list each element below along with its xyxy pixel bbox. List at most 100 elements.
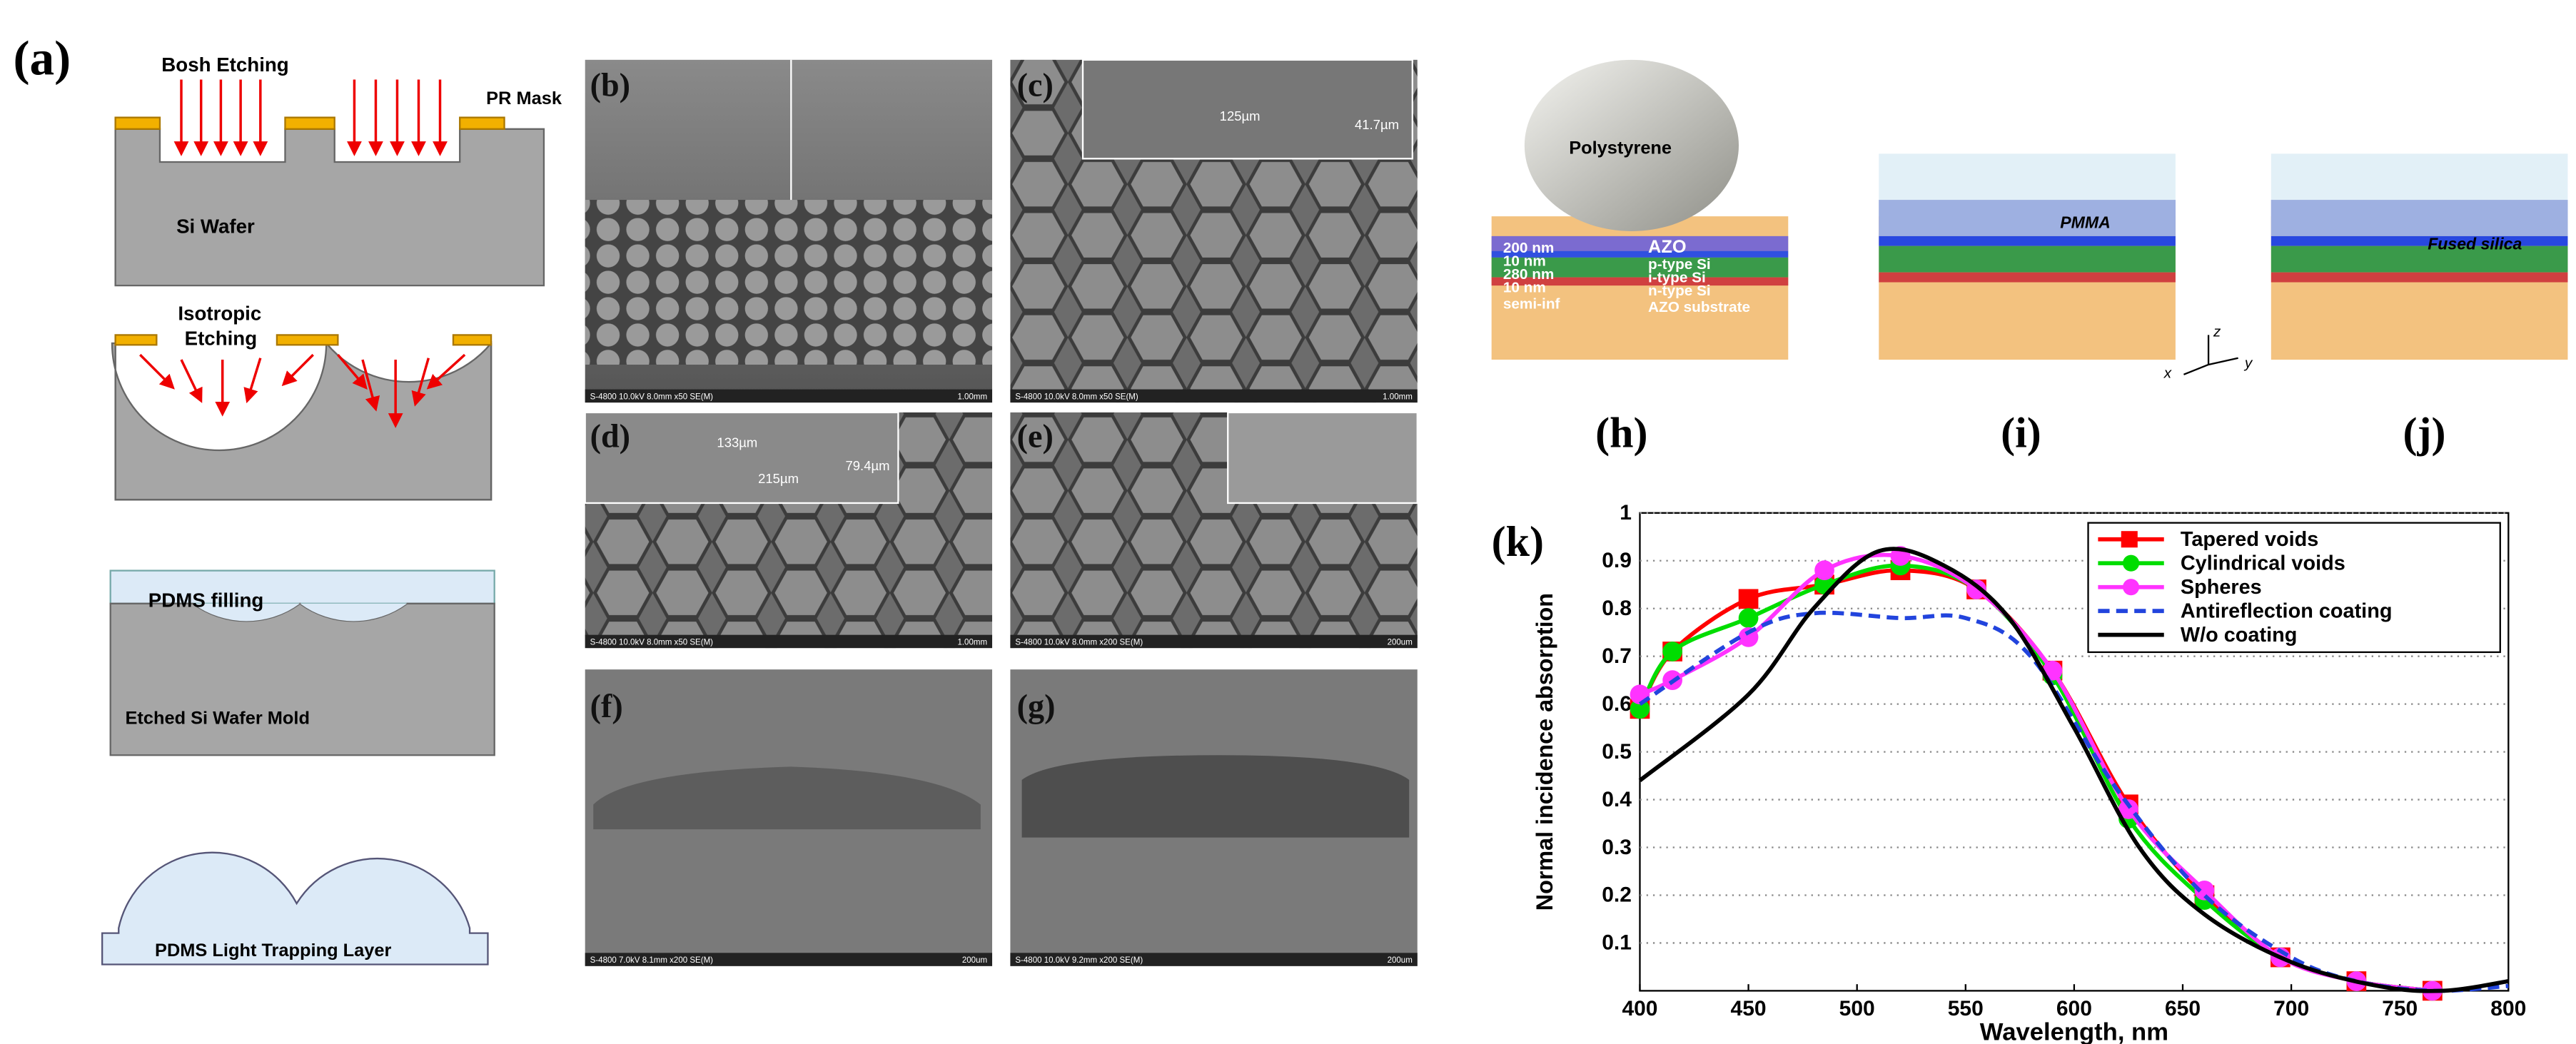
legend-label: Tapered voids bbox=[2181, 528, 2319, 551]
label: n-type Si bbox=[1648, 283, 1711, 299]
series-line bbox=[1638, 547, 2509, 993]
legend-marker bbox=[2123, 554, 2140, 572]
layer bbox=[1491, 257, 1789, 278]
label: (d) bbox=[590, 417, 630, 454]
layer bbox=[1491, 250, 1789, 258]
label: (g) bbox=[1017, 688, 1056, 724]
chart: 0.1 0.2 0.3 0.4 0.5 0.6 0.7 0.8 0.9 1 400 450 500 550… bbox=[1532, 501, 2526, 1044]
caption-bar bbox=[585, 634, 993, 649]
y-tick-label: 0.4 bbox=[1602, 788, 1632, 811]
label: PMMA bbox=[2060, 213, 2111, 231]
legend-label: Antireflection coating bbox=[2181, 599, 2393, 622]
layer bbox=[1879, 235, 2176, 246]
label: (b) bbox=[590, 67, 630, 103]
x-tick-label: 750 bbox=[2382, 997, 2418, 1020]
marker bbox=[1738, 589, 1759, 609]
x-tick-label: 600 bbox=[2056, 997, 2092, 1020]
arrows bbox=[139, 79, 466, 428]
caption-bar bbox=[585, 953, 993, 966]
layer bbox=[2271, 235, 2568, 246]
label: (f) bbox=[590, 688, 623, 724]
wafer bbox=[114, 128, 545, 287]
y-tick-label: 0.6 bbox=[1602, 692, 1632, 716]
sem-panels bbox=[584, 59, 1418, 966]
caption-bar bbox=[1010, 953, 1418, 966]
layer bbox=[2271, 272, 2568, 283]
label: 41.7µm bbox=[1355, 117, 1399, 132]
marker bbox=[1738, 608, 1759, 628]
label: 280 nm bbox=[1503, 266, 1555, 283]
schematic bbox=[101, 79, 545, 966]
label: 200 nm bbox=[1503, 240, 1555, 256]
y-tick-label: 0.1 bbox=[1602, 931, 1632, 955]
layer bbox=[1491, 277, 1789, 286]
arrow bbox=[180, 359, 203, 403]
marker bbox=[1630, 699, 1650, 719]
marker bbox=[1814, 560, 1834, 581]
label: PR Mask bbox=[486, 88, 562, 108]
x-axis-label: Wavelength, nm bbox=[1980, 1019, 2168, 1044]
label: x bbox=[2163, 365, 2172, 381]
lens-profile bbox=[1021, 755, 1410, 838]
legend-marker bbox=[2121, 531, 2138, 548]
y-tick-label: 1 bbox=[1620, 501, 1632, 524]
label: S-4800 10.0kV 9.2mm x200 SE(M) bbox=[1015, 956, 1143, 965]
label: (e) bbox=[1017, 417, 1054, 454]
marker bbox=[1738, 627, 1759, 647]
caption-bar bbox=[1010, 634, 1418, 649]
label: p-type Si bbox=[1648, 256, 1711, 273]
label: S-4800 10.0kV 8.0mm x50 SE(M) bbox=[590, 639, 714, 647]
label: 215µm bbox=[758, 471, 799, 486]
label: (k) bbox=[1492, 518, 1544, 565]
sem-inset bbox=[584, 411, 899, 505]
structures bbox=[1491, 59, 2568, 360]
label: S-4800 7.0kV 8.1mm x200 SE(M) bbox=[590, 956, 714, 965]
y-tick-label: 0.9 bbox=[1602, 549, 1632, 572]
pdms-top bbox=[109, 569, 495, 604]
label: (c) bbox=[1017, 67, 1054, 103]
y-tick-label: 0.8 bbox=[1602, 597, 1632, 620]
arrow bbox=[411, 358, 430, 407]
y-tick-label: 0.7 bbox=[1602, 644, 1632, 668]
label: Bosh Etching bbox=[161, 54, 288, 76]
label: y bbox=[2243, 355, 2253, 372]
pr-masks bbox=[114, 116, 505, 346]
legend-label: Spheres bbox=[2181, 576, 2262, 599]
legend-label: W/o coating bbox=[2181, 624, 2298, 647]
label: 1.00mm bbox=[1383, 392, 1413, 401]
marker bbox=[1662, 642, 1682, 662]
label: Fused silica bbox=[2428, 234, 2522, 253]
label: 200um bbox=[1388, 639, 1413, 647]
label: S-4800 10.0kV 8.0mm x50 SE(M) bbox=[1015, 392, 1138, 401]
label: (a) bbox=[13, 31, 71, 86]
sem-inset bbox=[1081, 59, 1413, 160]
label: AZO bbox=[1648, 237, 1687, 257]
label: 1.00mm bbox=[957, 392, 987, 401]
x-tick-label: 800 bbox=[2490, 997, 2526, 1020]
label: Etched Si Wafer Mold bbox=[125, 708, 309, 728]
layer bbox=[1879, 245, 2176, 273]
y-tick-label: 0.3 bbox=[1602, 836, 1632, 859]
wafer-edge bbox=[114, 343, 493, 501]
label: (j) bbox=[2403, 409, 2446, 456]
arrow bbox=[361, 359, 380, 412]
x-tick-label: 550 bbox=[1948, 997, 1984, 1020]
label: 200um bbox=[962, 956, 987, 965]
label: Polystyrene bbox=[1569, 138, 1672, 158]
arrow bbox=[243, 358, 262, 404]
arrow bbox=[281, 353, 314, 387]
label: PDMS Light Trapping Layer bbox=[155, 941, 391, 961]
arrow bbox=[139, 353, 175, 390]
label: 125µm bbox=[1220, 108, 1261, 123]
label: S-4800 10.0kV 8.0mm x200 SE(M) bbox=[1015, 639, 1143, 647]
label: (h) bbox=[1595, 409, 1647, 456]
sphere bbox=[1524, 59, 1739, 231]
x-tick-label: 500 bbox=[1839, 997, 1875, 1020]
lens-profile bbox=[593, 766, 981, 830]
label: 1.00mm bbox=[957, 639, 987, 647]
layer bbox=[1491, 235, 1789, 251]
label: z bbox=[2213, 324, 2221, 340]
y-tick-label: 0.2 bbox=[1602, 883, 1632, 907]
